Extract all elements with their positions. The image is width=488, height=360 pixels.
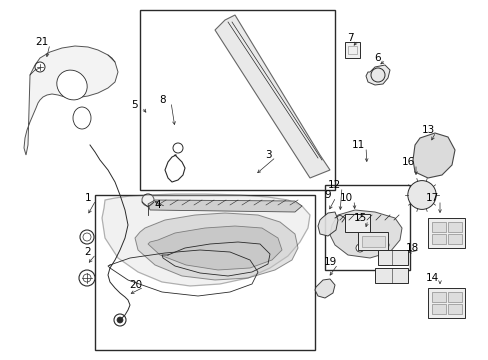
Ellipse shape <box>79 270 95 286</box>
Text: 3: 3 <box>264 150 271 160</box>
Ellipse shape <box>117 317 123 323</box>
Bar <box>447 222 461 232</box>
Text: 19: 19 <box>323 257 336 267</box>
Text: 11: 11 <box>351 140 364 150</box>
Polygon shape <box>412 133 454 178</box>
Ellipse shape <box>407 181 435 210</box>
Bar <box>345 42 359 58</box>
Bar <box>427 218 464 248</box>
Polygon shape <box>102 194 309 286</box>
Polygon shape <box>314 279 334 298</box>
Bar <box>447 304 461 314</box>
Text: 14: 14 <box>425 273 438 283</box>
Text: 20: 20 <box>129 280 142 290</box>
Bar <box>95 195 314 350</box>
Text: 1: 1 <box>84 193 91 203</box>
Bar <box>431 222 445 232</box>
Ellipse shape <box>380 241 388 249</box>
Ellipse shape <box>355 244 363 252</box>
Bar <box>374 268 407 283</box>
Bar <box>361 236 384 247</box>
Text: 13: 13 <box>421 125 434 135</box>
Ellipse shape <box>370 68 384 82</box>
Text: 9: 9 <box>324 190 331 200</box>
Bar <box>345 214 369 232</box>
Bar <box>377 250 407 265</box>
Ellipse shape <box>57 70 87 100</box>
Text: 5: 5 <box>130 100 137 110</box>
Polygon shape <box>317 212 337 236</box>
Ellipse shape <box>73 107 91 129</box>
Polygon shape <box>148 200 302 212</box>
Text: 4: 4 <box>154 200 161 210</box>
Bar <box>140 10 334 190</box>
Bar <box>431 304 445 314</box>
Text: 16: 16 <box>401 157 414 167</box>
Text: 21: 21 <box>35 37 48 47</box>
Text: 6: 6 <box>374 53 381 63</box>
Polygon shape <box>329 210 401 258</box>
Bar <box>427 288 464 318</box>
Bar <box>447 234 461 244</box>
Text: 12: 12 <box>326 180 340 190</box>
Text: 8: 8 <box>160 95 166 105</box>
Text: 17: 17 <box>425 193 438 203</box>
Text: 15: 15 <box>353 213 366 223</box>
Polygon shape <box>24 46 118 155</box>
Polygon shape <box>148 226 282 270</box>
Ellipse shape <box>173 143 183 153</box>
Text: 10: 10 <box>339 193 352 203</box>
Ellipse shape <box>114 314 126 326</box>
Bar <box>431 292 445 302</box>
Ellipse shape <box>83 274 91 282</box>
Polygon shape <box>215 15 329 178</box>
Bar <box>357 232 387 250</box>
Text: 18: 18 <box>405 243 418 253</box>
Polygon shape <box>135 213 297 280</box>
Bar <box>325 185 409 270</box>
Bar <box>431 234 445 244</box>
Ellipse shape <box>35 62 45 72</box>
Text: 7: 7 <box>346 33 353 43</box>
Ellipse shape <box>142 194 154 206</box>
Text: 2: 2 <box>84 247 91 257</box>
Ellipse shape <box>83 233 91 241</box>
Bar <box>347 46 356 54</box>
Ellipse shape <box>80 230 94 244</box>
Polygon shape <box>365 65 389 85</box>
Bar <box>447 292 461 302</box>
